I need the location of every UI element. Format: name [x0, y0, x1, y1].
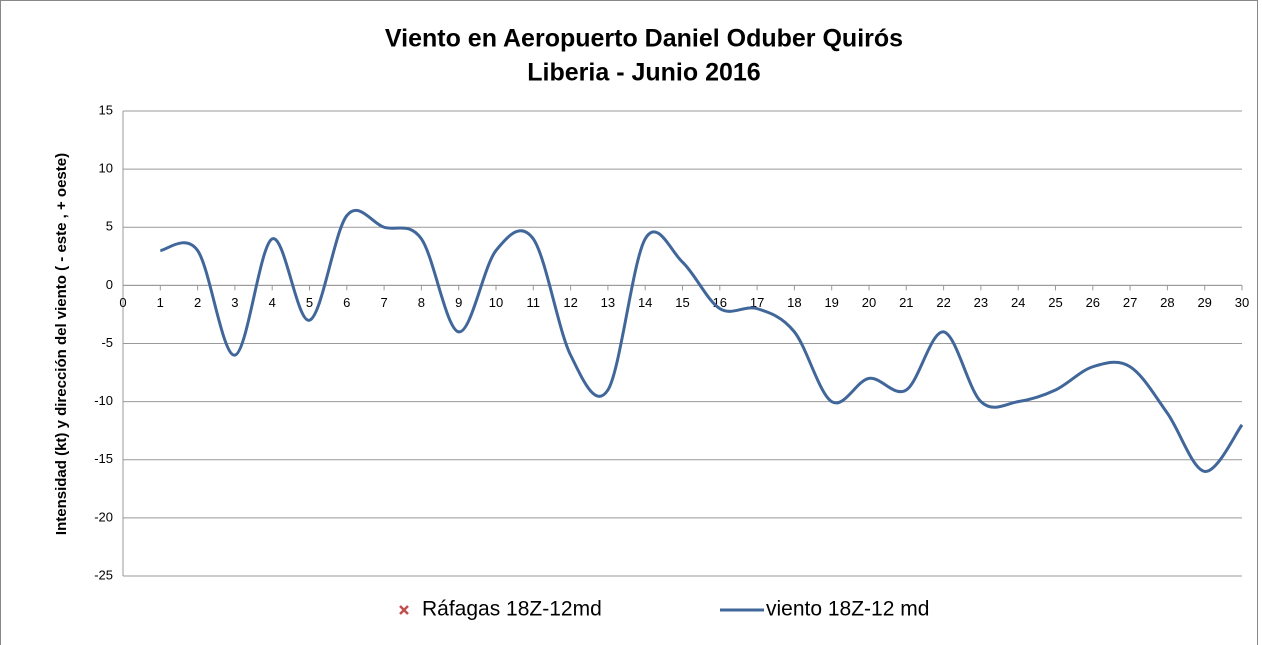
- y-tick-label: -15: [94, 451, 113, 466]
- y-tick-label: -5: [101, 335, 113, 350]
- x-tick-label: 15: [675, 295, 689, 310]
- x-tick-label: 8: [418, 295, 425, 310]
- y-axis-label: Intensidad (kt) y dirección del viento (…: [53, 153, 70, 535]
- x-tick-label: 24: [1011, 295, 1025, 310]
- legend-marker: [399, 605, 409, 615]
- x-tick-label: 9: [455, 295, 462, 310]
- x-tick-label: 19: [824, 295, 838, 310]
- x-tick-label: 23: [974, 295, 988, 310]
- x-tick-label: 12: [563, 295, 577, 310]
- x-tick-label: 3: [231, 295, 238, 310]
- x-tick-label: 13: [601, 295, 615, 310]
- y-tick-label: -10: [94, 393, 113, 408]
- legend-label: Ráfagas 18Z-12md: [422, 598, 602, 621]
- x-tick-label: 22: [936, 295, 950, 310]
- chart-title: Viento en Aeropuerto Daniel Oduber Quiró…: [385, 25, 903, 53]
- y-tick-label: -25: [94, 567, 113, 582]
- x-tick-label: 2: [194, 295, 201, 310]
- x-tick-label: 7: [380, 295, 387, 310]
- legend-label: viento 18Z-12 md: [766, 598, 929, 621]
- x-tick-label: 0: [119, 295, 126, 310]
- x-tick-label: 4: [269, 295, 276, 310]
- x-tick-label: 20: [862, 295, 876, 310]
- x-tick-label: 29: [1197, 295, 1211, 310]
- x-tick-label: 28: [1160, 295, 1174, 310]
- x-tick-label: 14: [638, 295, 652, 310]
- x-tick-label: 27: [1123, 295, 1137, 310]
- x-tick-label: 11: [527, 295, 541, 310]
- x-tick-label: 25: [1048, 295, 1062, 310]
- x-tick-label: 30: [1235, 295, 1249, 310]
- y-tick-label: 0: [106, 277, 113, 292]
- y-tick-label: 15: [99, 102, 113, 117]
- x-tick-label: 26: [1086, 295, 1100, 310]
- line-series: [159, 208, 1244, 473]
- x-tick-label: 1: [157, 295, 164, 310]
- x-tick-label: 6: [343, 295, 350, 310]
- x-tick-label: 17: [750, 295, 764, 310]
- chart-subtitle: Liberia - Junio 2016: [527, 59, 760, 87]
- y-tick-label: 10: [99, 161, 113, 176]
- x-tick-label: 10: [489, 295, 503, 310]
- y-tick-label: -20: [94, 509, 113, 524]
- x-tick-label: 18: [787, 295, 801, 310]
- y-tick-label: 5: [106, 219, 113, 234]
- x-tick-label: 21: [899, 295, 913, 310]
- x-tick-label: 5: [306, 295, 313, 310]
